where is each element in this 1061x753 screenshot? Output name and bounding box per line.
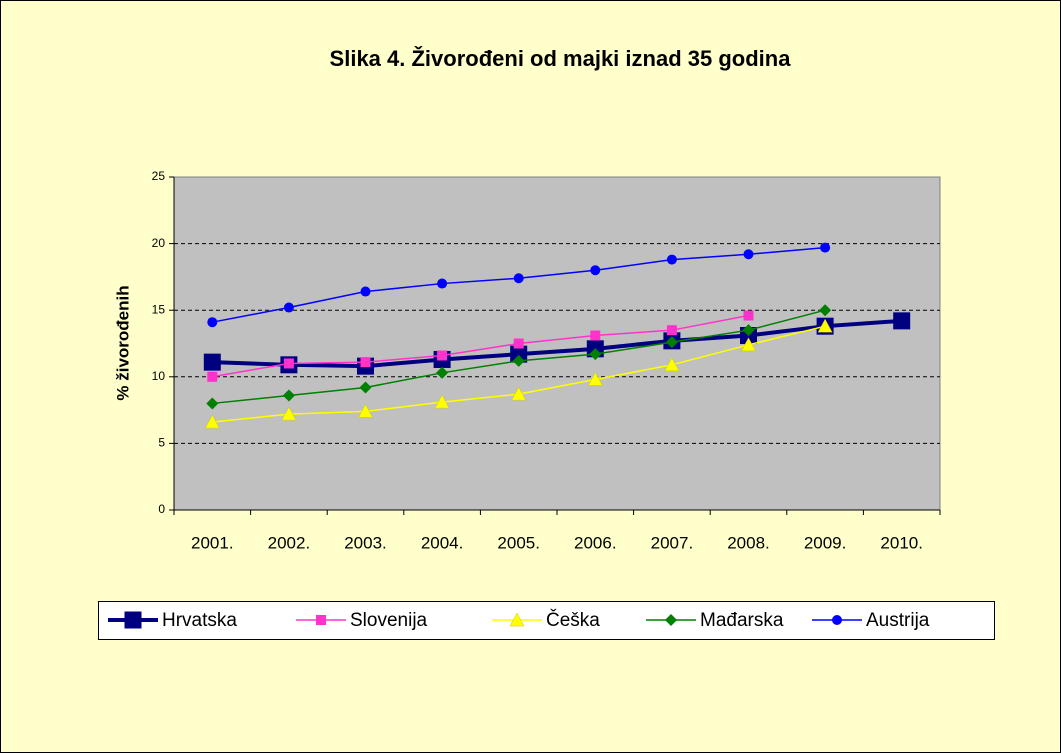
plot-area <box>173 176 941 511</box>
data-point <box>207 317 218 328</box>
data-point <box>283 358 294 369</box>
data-point <box>666 254 677 265</box>
data-point <box>590 265 601 276</box>
data-point <box>203 353 221 371</box>
data-point <box>281 406 297 421</box>
legend-marker <box>316 615 326 625</box>
x-tick-label: 2001. <box>191 533 234 552</box>
data-point <box>434 394 450 409</box>
series-line <box>212 314 749 378</box>
x-tick-label: 2010. <box>880 533 923 552</box>
legend-marker <box>665 614 677 626</box>
chart-title: Slika 4. Živorođeni od majki iznad 35 go… <box>330 46 792 71</box>
data-point <box>820 242 831 253</box>
legend-label: Slovenija <box>350 610 428 631</box>
data-point <box>511 386 527 401</box>
data-point <box>207 371 218 382</box>
data-point <box>742 324 755 337</box>
y-tick-label: 25 <box>152 169 166 183</box>
legend-label: Češka <box>546 609 600 631</box>
legend-marker <box>832 615 842 625</box>
legend-label: Hrvatska <box>162 610 237 631</box>
legend-label: Mađarska <box>700 610 784 631</box>
legend-label: Austrija <box>866 610 930 631</box>
data-point <box>741 337 756 352</box>
y-axis-label: % živorođenih <box>113 285 132 400</box>
x-tick-label: 2009. <box>804 533 847 552</box>
x-tick-label: 2003. <box>344 533 387 552</box>
data-point <box>358 403 373 418</box>
data-point <box>437 350 448 361</box>
data-point <box>360 286 371 297</box>
data-point <box>436 366 449 379</box>
x-tick-label: 2002. <box>268 533 311 552</box>
data-point <box>819 304 832 317</box>
x-tick-label: 2007. <box>651 533 694 552</box>
data-point <box>513 273 524 284</box>
data-point <box>512 354 525 367</box>
data-point <box>206 397 219 410</box>
data-point <box>513 338 524 349</box>
data-point <box>587 371 603 386</box>
series-line <box>212 318 902 369</box>
data-point <box>589 348 602 361</box>
data-point <box>666 325 677 336</box>
data-point <box>743 310 754 321</box>
y-tick-label: 10 <box>152 369 166 383</box>
y-tick-label: 5 <box>158 436 165 450</box>
data-point <box>283 302 294 313</box>
data-point <box>664 357 680 372</box>
data-point <box>743 249 754 260</box>
data-point <box>590 330 601 341</box>
data-point <box>665 336 678 349</box>
legend-marker <box>509 612 525 627</box>
data-point <box>437 278 448 289</box>
legend-marker <box>124 611 142 629</box>
data-point <box>282 389 295 402</box>
x-tick-label: 2006. <box>574 533 617 552</box>
y-tick-label: 15 <box>152 302 166 316</box>
data-point <box>204 414 220 429</box>
y-tick-label: 20 <box>152 236 166 250</box>
y-tick-label: 0 <box>158 502 165 516</box>
x-tick-label: 2004. <box>421 533 464 552</box>
x-tick-label: 2008. <box>727 533 770 552</box>
x-tick-label: 2005. <box>497 533 540 552</box>
data-point <box>360 357 371 368</box>
data-point <box>817 318 833 333</box>
data-point <box>359 381 372 394</box>
data-point <box>893 312 911 330</box>
